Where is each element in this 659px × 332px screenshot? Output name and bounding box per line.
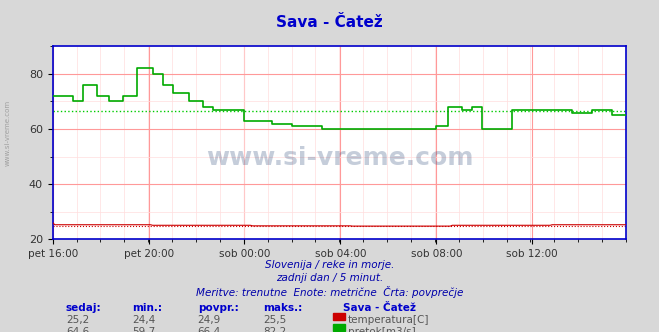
- Text: 59,7: 59,7: [132, 327, 155, 332]
- Text: 24,4: 24,4: [132, 315, 155, 325]
- Text: 64,6: 64,6: [66, 327, 89, 332]
- Text: Sava - Čatež: Sava - Čatež: [276, 15, 383, 30]
- Text: povpr.:: povpr.:: [198, 303, 239, 313]
- Text: 25,2: 25,2: [66, 315, 89, 325]
- Text: Slovenija / reke in morje.: Slovenija / reke in morje.: [265, 260, 394, 270]
- Text: Sava - Čatež: Sava - Čatež: [343, 303, 416, 313]
- Text: 66,4: 66,4: [198, 327, 221, 332]
- Text: 82,2: 82,2: [264, 327, 287, 332]
- Text: maks.:: maks.:: [264, 303, 303, 313]
- Text: www.si-vreme.com: www.si-vreme.com: [206, 146, 473, 170]
- Text: zadnji dan / 5 minut.: zadnji dan / 5 minut.: [276, 273, 383, 283]
- Text: 25,5: 25,5: [264, 315, 287, 325]
- Text: sedaj:: sedaj:: [66, 303, 101, 313]
- Text: pretok[m3/s]: pretok[m3/s]: [348, 327, 416, 332]
- Text: 24,9: 24,9: [198, 315, 221, 325]
- Text: Meritve: trenutne  Enote: metrične  Črta: povprečje: Meritve: trenutne Enote: metrične Črta: …: [196, 286, 463, 298]
- Text: min.:: min.:: [132, 303, 162, 313]
- Text: temperatura[C]: temperatura[C]: [348, 315, 430, 325]
- Text: www.si-vreme.com: www.si-vreme.com: [5, 100, 11, 166]
